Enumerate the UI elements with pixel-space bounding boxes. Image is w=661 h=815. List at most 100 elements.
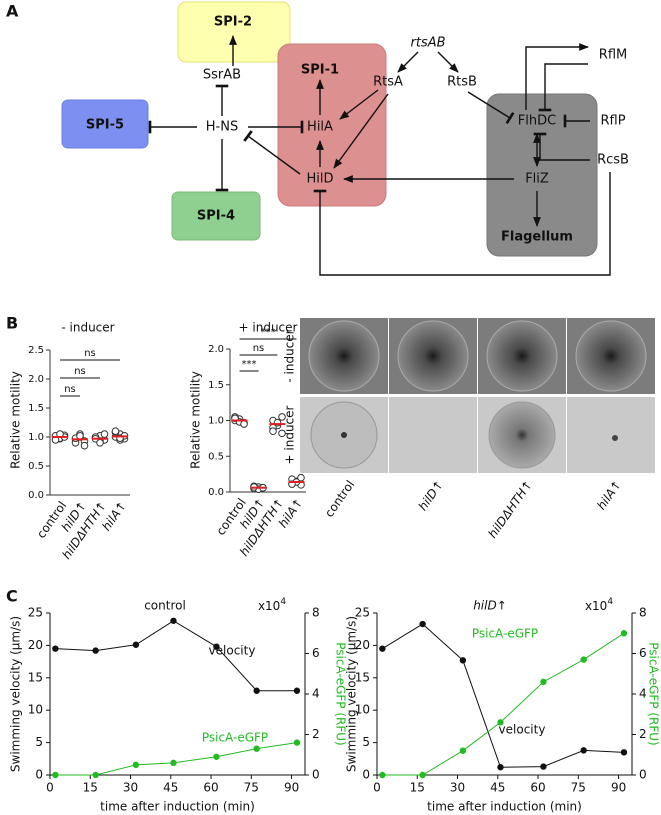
swim-halo [308,320,380,392]
y-tick-label: 5 [362,735,370,749]
data-point [419,771,426,779]
x-tick-label: 30 [450,781,465,795]
y-tick-label: 1.5 [208,380,224,391]
edge [243,130,301,175]
data-point [497,764,504,771]
significance-label: ns [84,348,96,359]
inoculum [612,435,618,441]
edge [525,43,589,110]
flagella-box [486,93,598,257]
node: HilA [307,120,333,135]
edge [437,51,459,73]
data-point [52,645,59,652]
x-tick-label: 15 [83,781,98,795]
edge [333,93,389,169]
regulatory-diagram: SPI-2 SsrAB SPI-5 H-NS SPI-4 SPI-1 HilA … [61,1,629,276]
x-tick-label: 0 [373,781,381,795]
significance-label: *** [242,359,257,370]
y-axis-label: Swimming velocity (µm/s) [345,616,359,772]
y2-tick-label: 0 [639,768,647,782]
y-tick-label: 0.5 [28,461,44,472]
data-point [620,749,628,756]
data-point [540,763,547,770]
node: SPI-5 [86,118,124,133]
edge [538,63,588,112]
y2-tick-label: 2 [312,727,320,741]
y-tick-label: 15 [28,670,43,684]
y-tick-label: 1.0 [28,432,44,443]
y2-axis-label: PsicA-eGFP (RFU) [647,642,661,746]
node: RflP [600,114,625,129]
data-point [293,687,301,694]
y2-axis-label: PsicA-eGFP (RFU) [334,642,348,746]
x-tick-label: 90 [611,781,626,795]
data-point [52,771,59,779]
x-tick-label: 60 [203,781,218,795]
multiplier-base: x10 [258,599,280,613]
y-tick-label: 2.5 [28,345,44,356]
data-point [269,427,277,436]
swim-halo [397,320,469,392]
spi2-box [177,1,291,63]
data-point [92,647,99,654]
node: RtsA [373,75,403,90]
y-tick-label: 25 [355,606,370,620]
y-axis-label: Swimming velocity (µm/s) [9,616,23,772]
data-point [459,657,467,664]
y-tick-label: 0 [35,768,43,782]
data-point [80,441,89,450]
data-point [580,656,587,663]
node: SsrAB [203,68,241,83]
data-point [419,620,426,628]
series-label: velocity [499,723,546,737]
y-axis-label: Relative motility [189,371,203,469]
x-tick-label: 0 [46,781,54,795]
data-point [459,747,467,754]
node: HilD [306,172,333,187]
edge [533,132,590,161]
data-point [278,413,286,421]
data-point [213,643,220,650]
y-tick-label: 10 [28,703,43,717]
y-tick-label: 0.5 [208,451,224,462]
multiplier-exponent: 4 [280,597,286,607]
y-tick-label: 5 [35,735,43,749]
column-label: hilDΔHTH↑ [485,478,535,541]
swim-halo [488,401,556,469]
x-tick-label: 45 [490,781,505,795]
edge [397,51,419,73]
panel-label: C [6,587,18,606]
series-line [55,620,297,692]
series-label: velocity [209,644,256,658]
row-label: + inducer [283,405,297,464]
multiplier-base: x10 [585,599,607,613]
inoculum [341,432,347,438]
x-tick-label: 75 [571,781,586,795]
y-tick-label: 1.5 [28,403,44,414]
data-point [297,473,305,482]
swim-halo [575,320,647,392]
significance-label: ns [74,366,86,377]
row-label: - inducer [283,329,297,382]
panel-label: B [6,314,18,333]
data-point [132,641,140,648]
data-point [379,645,386,652]
x-tick-label: 30 [123,781,138,795]
y-tick-label: 25 [28,606,43,620]
y-tick-label: 2.0 [28,374,44,385]
column-label: control [322,478,357,520]
data-point [76,432,84,440]
y-axis-label: Relative motility [9,371,23,469]
chart-title: - inducer [61,321,114,335]
y-tick-label: 0.0 [28,490,44,501]
chart-title: control [144,599,186,613]
y2-tick-label: 6 [639,646,647,660]
data-point [111,427,120,436]
y-tick-label: 0 [362,768,370,782]
data-point [170,759,177,767]
series-label: PsicA-eGFP [202,731,268,745]
node: FliZ [525,172,549,187]
node: RtsB [447,75,477,90]
y2-tick-label: 2 [639,727,647,741]
